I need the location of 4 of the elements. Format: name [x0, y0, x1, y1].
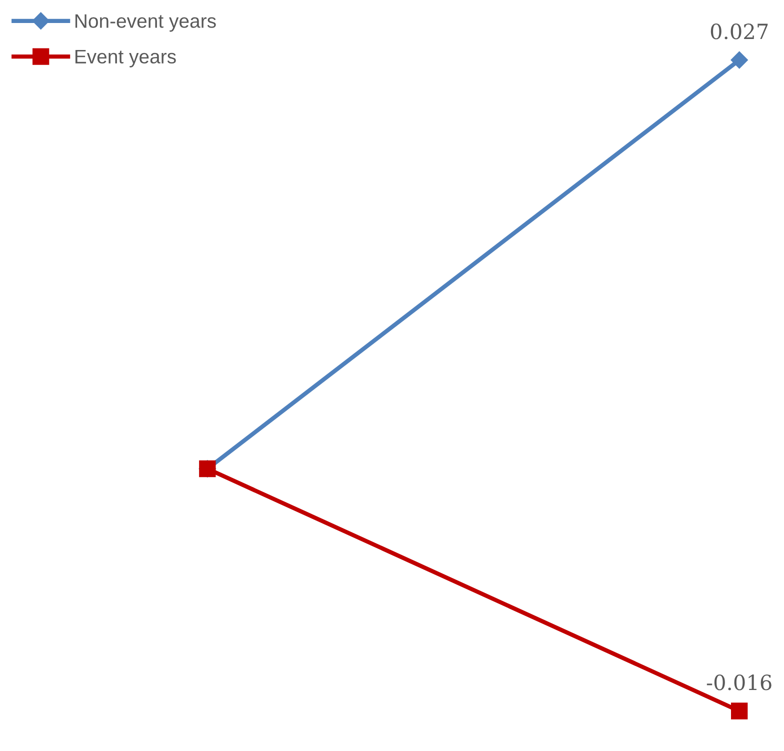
data-label: 0.027 — [710, 24, 768, 40]
legend-label: Non-event years — [75, 14, 216, 32]
data-label: -0.016 — [706, 674, 772, 690]
legend-label: Event years — [75, 50, 176, 68]
